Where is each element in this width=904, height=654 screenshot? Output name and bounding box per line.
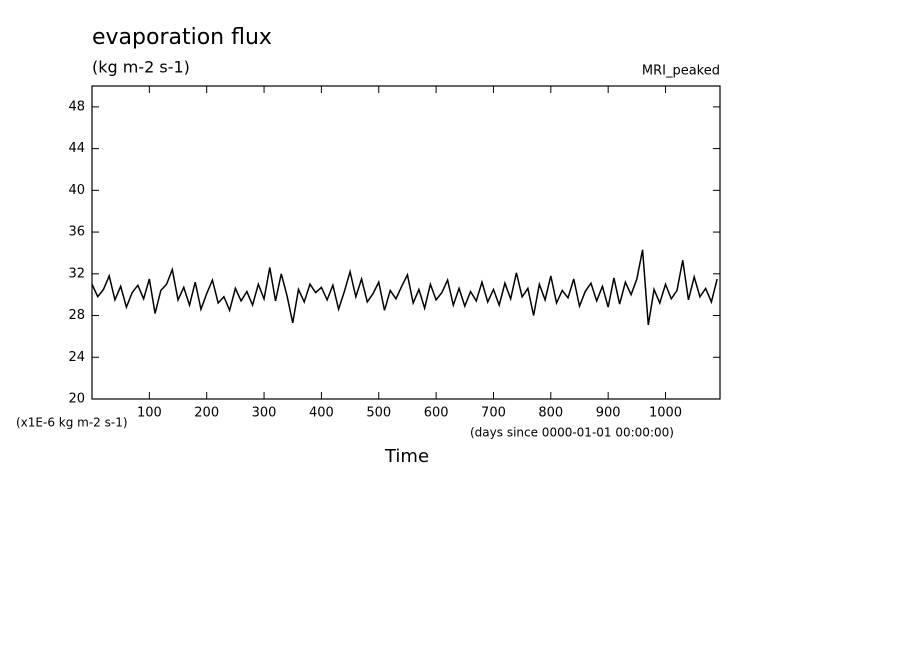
x-tick-label: 400 — [309, 406, 334, 421]
y-tick-label: 40 — [68, 183, 85, 198]
y-tick-label: 32 — [68, 266, 85, 281]
x-units-label: (days since 0000-01-01 00:00:00) — [470, 426, 674, 440]
y-tick-label: 28 — [68, 308, 85, 323]
x-tick-label: 800 — [538, 406, 563, 421]
y-tick-label: 48 — [68, 99, 85, 114]
x-tick-label: 300 — [252, 406, 277, 421]
y-tick-label: 24 — [68, 350, 85, 365]
x-tick-label: 100 — [137, 406, 162, 421]
chart-subtitle: (kg m-2 s-1) — [92, 58, 190, 77]
data-line — [91, 249, 718, 326]
x-axis-title: Time — [384, 446, 429, 467]
x-tick-label: 600 — [424, 406, 449, 421]
y-tick-label: 36 — [68, 225, 85, 240]
x-tick-label: 900 — [596, 406, 621, 421]
chart-title: evaporation flux — [92, 25, 272, 50]
y-tick-label: 20 — [68, 392, 85, 407]
x-tick-label: 1000 — [649, 406, 682, 421]
x-tick-label: 700 — [481, 406, 506, 421]
dataset-label: MRI_peaked — [642, 64, 720, 79]
y-units-label: (x1E-6 kg m-2 s-1) — [16, 416, 128, 430]
y-tick-label: 44 — [68, 141, 85, 156]
x-tick-label: 200 — [194, 406, 219, 421]
x-tick-label: 500 — [366, 406, 391, 421]
plot-frame — [91, 85, 721, 400]
